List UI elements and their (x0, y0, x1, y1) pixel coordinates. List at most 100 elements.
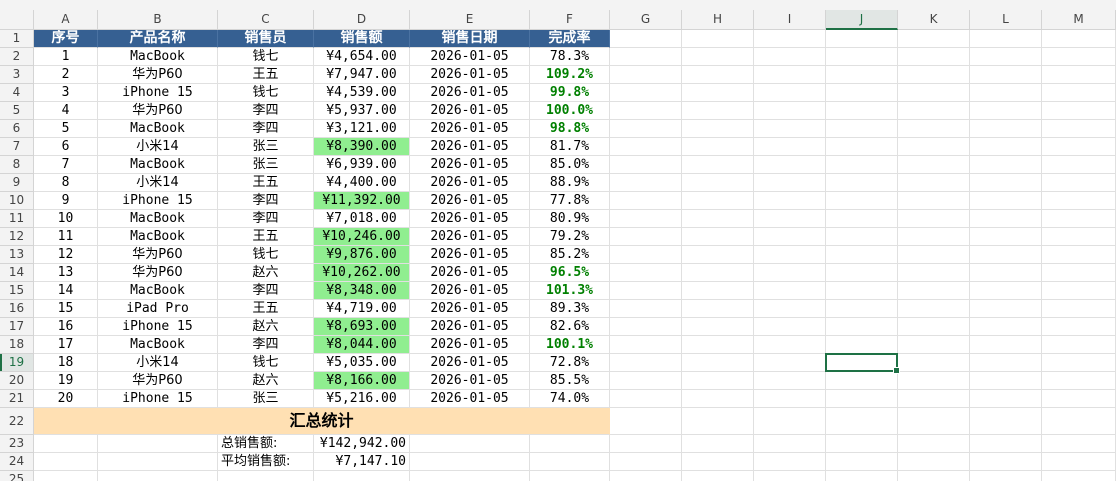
table-header-cell[interactable]: 销售额 (314, 30, 410, 48)
cell-product-name[interactable]: iPad Pro (98, 300, 218, 318)
column-header-a[interactable]: A (34, 10, 98, 30)
cell-serial-number[interactable]: 1 (34, 48, 98, 66)
cell-sales-amount[interactable]: ¥5,035.00 (314, 354, 410, 372)
cell-k8[interactable] (898, 156, 970, 174)
cell-j22[interactable] (826, 408, 898, 435)
row-header-18[interactable]: 18 (0, 336, 34, 354)
cell-m3[interactable] (1042, 66, 1116, 84)
cell-i9[interactable] (754, 174, 826, 192)
cell-product-name[interactable]: MacBook (98, 282, 218, 300)
cell-g9[interactable] (610, 174, 682, 192)
cell-l20[interactable] (970, 372, 1042, 390)
cell-sales-date[interactable]: 2026-01-05 (410, 102, 530, 120)
cell-completion-rate[interactable]: 85.0% (530, 156, 610, 174)
cell-g14[interactable] (610, 264, 682, 282)
cell-h5[interactable] (682, 102, 754, 120)
cell-j15[interactable] (826, 282, 898, 300)
cell-i23[interactable] (754, 435, 826, 453)
cell-salesperson[interactable]: 王五 (218, 174, 314, 192)
cell-product-name[interactable]: 小米14 (98, 174, 218, 192)
cell-sales-date[interactable]: 2026-01-05 (410, 138, 530, 156)
cell-k17[interactable] (898, 318, 970, 336)
cell-completion-rate[interactable]: 98.8% (530, 120, 610, 138)
cell-l1[interactable] (970, 30, 1042, 48)
cell-m23[interactable] (1042, 435, 1116, 453)
cell-i25[interactable] (754, 471, 826, 481)
cell-h14[interactable] (682, 264, 754, 282)
cell-sales-amount[interactable]: ¥10,262.00 (314, 264, 410, 282)
cell-g22[interactable] (610, 408, 682, 435)
cell-sales-date[interactable]: 2026-01-05 (410, 264, 530, 282)
row-header-6[interactable]: 6 (0, 120, 34, 138)
cell-k16[interactable] (898, 300, 970, 318)
cell-sales-date[interactable]: 2026-01-05 (410, 174, 530, 192)
cell-completion-rate[interactable]: 96.5% (530, 264, 610, 282)
cell-sales-amount[interactable]: ¥8,044.00 (314, 336, 410, 354)
row-header-21[interactable]: 21 (0, 390, 34, 408)
cell-m4[interactable] (1042, 84, 1116, 102)
cell-k12[interactable] (898, 228, 970, 246)
cell-l24[interactable] (970, 453, 1042, 471)
row-header-11[interactable]: 11 (0, 210, 34, 228)
cell-g20[interactable] (610, 372, 682, 390)
cell-l6[interactable] (970, 120, 1042, 138)
cell-l8[interactable] (970, 156, 1042, 174)
cell-k14[interactable] (898, 264, 970, 282)
cell-g1[interactable] (610, 30, 682, 48)
cell-j12[interactable] (826, 228, 898, 246)
cell-sales-date[interactable]: 2026-01-05 (410, 282, 530, 300)
cell-g15[interactable] (610, 282, 682, 300)
cell-b25[interactable] (98, 471, 218, 481)
cell-l10[interactable] (970, 192, 1042, 210)
row-header-25[interactable]: 25 (0, 471, 34, 481)
row-header-12[interactable]: 12 (0, 228, 34, 246)
cell-l23[interactable] (970, 435, 1042, 453)
cell-k11[interactable] (898, 210, 970, 228)
cell-h19[interactable] (682, 354, 754, 372)
cell-k6[interactable] (898, 120, 970, 138)
cell-product-name[interactable]: 小米14 (98, 354, 218, 372)
cell-salesperson[interactable]: 李四 (218, 102, 314, 120)
fill-handle[interactable] (893, 367, 900, 374)
row-header-4[interactable]: 4 (0, 84, 34, 102)
summary-total-value[interactable]: ¥142,942.00 (314, 435, 410, 453)
cell-sales-amount[interactable]: ¥5,937.00 (314, 102, 410, 120)
cell-h21[interactable] (682, 390, 754, 408)
cell-h22[interactable] (682, 408, 754, 435)
cell-l2[interactable] (970, 48, 1042, 66)
cell-a24[interactable] (34, 453, 98, 471)
column-header-f[interactable]: F (530, 10, 610, 30)
cell-g5[interactable] (610, 102, 682, 120)
cell-j24[interactable] (826, 453, 898, 471)
cell-sales-amount[interactable]: ¥7,018.00 (314, 210, 410, 228)
cell-j11[interactable] (826, 210, 898, 228)
cell-sales-amount[interactable]: ¥7,947.00 (314, 66, 410, 84)
cell-j1[interactable] (826, 30, 898, 48)
cell-sales-amount[interactable]: ¥4,539.00 (314, 84, 410, 102)
cell-sales-date[interactable]: 2026-01-05 (410, 48, 530, 66)
cell-j4[interactable] (826, 84, 898, 102)
row-header-19[interactable]: 19 (0, 354, 34, 372)
cell-sales-amount[interactable]: ¥11,392.00 (314, 192, 410, 210)
cell-h16[interactable] (682, 300, 754, 318)
cell-salesperson[interactable]: 钱七 (218, 246, 314, 264)
column-header-d[interactable]: D (314, 10, 410, 30)
cell-k10[interactable] (898, 192, 970, 210)
cell-sales-amount[interactable]: ¥9,876.00 (314, 246, 410, 264)
cell-salesperson[interactable]: 张三 (218, 390, 314, 408)
cell-h18[interactable] (682, 336, 754, 354)
cell-i20[interactable] (754, 372, 826, 390)
cell-completion-rate[interactable]: 81.7% (530, 138, 610, 156)
column-header-j[interactable]: J (826, 10, 898, 30)
cell-i7[interactable] (754, 138, 826, 156)
table-header-cell[interactable]: 销售日期 (410, 30, 530, 48)
cell-sales-date[interactable]: 2026-01-05 (410, 120, 530, 138)
cell-j8[interactable] (826, 156, 898, 174)
cell-g23[interactable] (610, 435, 682, 453)
cell-k15[interactable] (898, 282, 970, 300)
cell-b24[interactable] (98, 453, 218, 471)
cell-completion-rate[interactable]: 99.8% (530, 84, 610, 102)
cell-completion-rate[interactable]: 109.2% (530, 66, 610, 84)
cell-i12[interactable] (754, 228, 826, 246)
cell-j5[interactable] (826, 102, 898, 120)
